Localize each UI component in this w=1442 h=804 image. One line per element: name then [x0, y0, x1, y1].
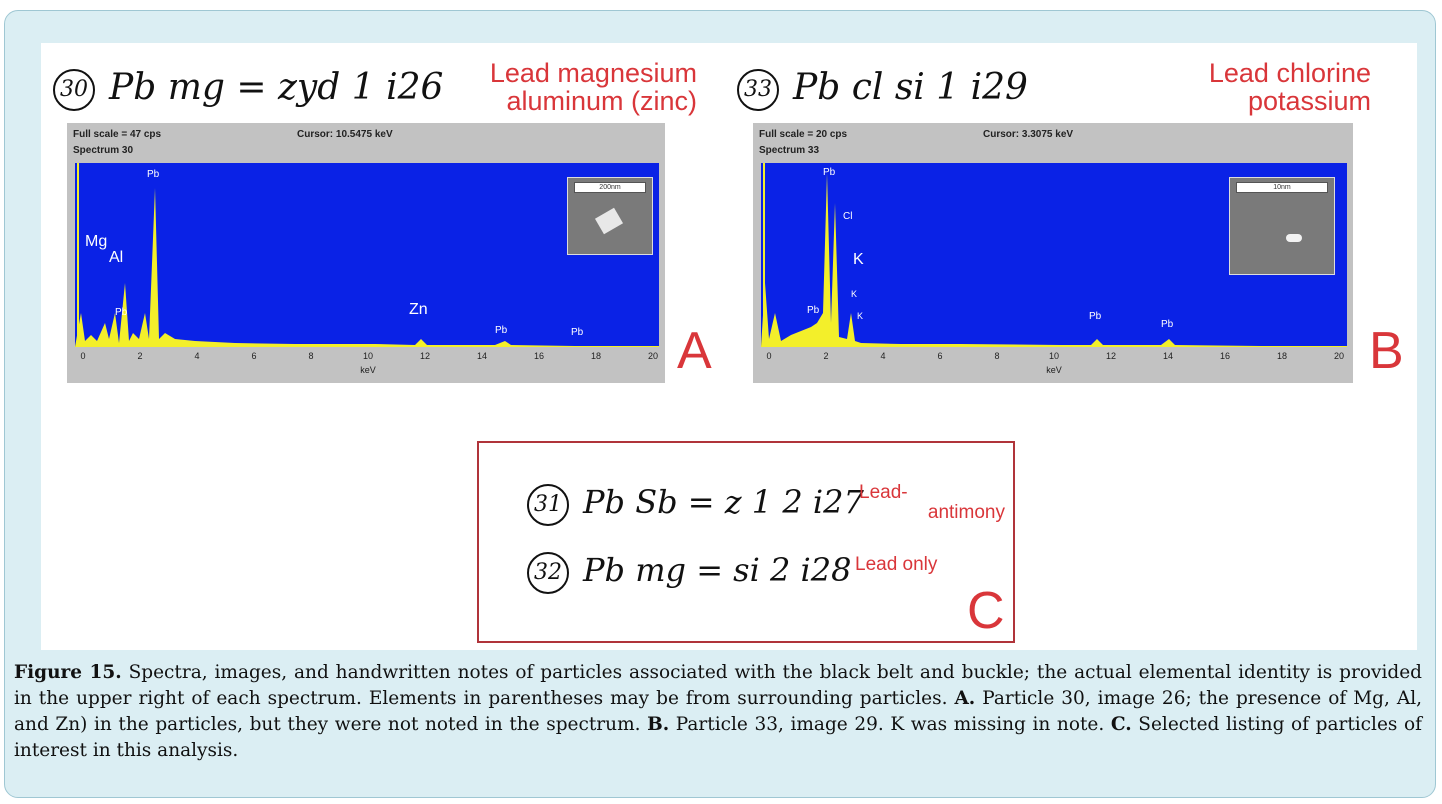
panel-c-row1-text: Pb Sb = z 1 2 i27	[583, 483, 864, 521]
panel-a-tick: 10	[362, 351, 374, 361]
panel-a-full-scale: Full scale = 47 cps	[73, 129, 162, 140]
panel-a-spectrum: Full scale = 47 cps Cursor: 10.5475 keV …	[67, 123, 665, 383]
figure-image: 30 Pb mg = zyd 1 i26 Lead magnesium alumi…	[41, 43, 1417, 650]
peak-label-zn: Zn	[409, 301, 428, 318]
panel-b-handwritten-note: 33 Pb cl si 1 i29	[737, 67, 1028, 111]
panel-b-note-text: Pb cl si 1 i29	[793, 67, 1028, 108]
panel-b-tick: 20	[1333, 351, 1345, 361]
peak-label-k-beta: K	[857, 311, 864, 321]
panel-a-handwritten-note: 30 Pb mg = zyd 1 i26	[53, 67, 443, 111]
panel-a-label-line2: aluminum (zinc)	[506, 86, 697, 117]
panel-a-xlabel: keV	[360, 365, 376, 375]
panel-a-tick: 4	[194, 351, 200, 361]
panel-c-row1-label: Lead- antimony	[859, 483, 1005, 523]
panel-a-tick: 0	[80, 351, 86, 361]
caption-text-a: Particle 30, image 26; the presence of M…	[14, 688, 1422, 735]
panel-a-tick: 18	[590, 351, 602, 361]
panel-b-tick: 14	[1162, 351, 1174, 361]
panel-b-tick: 2	[823, 351, 829, 361]
peak-label-k-alpha: K	[851, 289, 858, 299]
caption-text-b: Particle 33, image 29. K was missing in …	[669, 714, 1111, 735]
panel-a-plot: Mg Al Pb Pb Zn Pb Pb 200nm	[75, 163, 659, 347]
caption-figure-number: Figure 15.	[14, 662, 122, 683]
panel-a-tick: 12	[419, 351, 431, 361]
panel-c-row1-number: 31	[527, 483, 569, 526]
peak-label-pb-low: Pb	[807, 305, 820, 316]
peak-label-al: Al	[109, 249, 124, 266]
panel-b-particle-image: 10nm	[1229, 177, 1335, 275]
panel-c-row2-text: Pb mg = si 2 i28	[583, 551, 852, 589]
panel-c-row2-label: Lead only	[855, 554, 938, 575]
panel-a-spectrum-trace	[75, 163, 659, 347]
panel-b-tick: 0	[766, 351, 772, 361]
panel-a-label-line1: Lead magnesium	[489, 58, 697, 88]
panel-a-tick: 2	[137, 351, 143, 361]
panel-b-spectrum-trace	[761, 163, 1347, 347]
panel-b-tick: 8	[994, 351, 1000, 361]
panel-b-cursor: Cursor: 3.3075 keV	[983, 129, 1074, 140]
panel-a-tick: 20	[647, 351, 659, 361]
panel-b-xlabel: keV	[1046, 365, 1062, 375]
panel-c-row2-number: 32	[527, 551, 569, 594]
panel-a-tick: 6	[251, 351, 257, 361]
panel-b-tick: 12	[1105, 351, 1117, 361]
caption-label-b: B.	[647, 714, 670, 735]
panel-a-cursor: Cursor: 10.5475 keV	[297, 129, 393, 140]
caption-label-c: C.	[1110, 714, 1132, 735]
peak-label-mg: Mg	[85, 233, 108, 250]
panel-b-element-label: Lead chlorine potassium	[1101, 59, 1371, 116]
panel-b-tick: 10	[1048, 351, 1060, 361]
panel-c-row1-label-line1: Lead-	[859, 482, 908, 503]
panel-a-scale-bar: 200nm	[574, 182, 646, 193]
caption-label-a: A.	[954, 688, 976, 709]
panel-c-letter: C	[967, 582, 1005, 640]
panel-b-label-line1: Lead chlorine	[1208, 58, 1371, 88]
panel-a-letter: A	[677, 322, 712, 380]
panel-c-row1-label-line2: antimony	[927, 501, 1005, 523]
panel-b-scale-bar: 10nm	[1236, 182, 1328, 193]
panel-a-spectrum-id: Spectrum 30	[73, 145, 134, 156]
peak-label-pb-low: Pb	[115, 307, 128, 318]
panel-a-note-number: 30	[53, 69, 95, 111]
caption-text-c: Selected listing of particles of interes…	[14, 714, 1422, 761]
peak-label-pb-12: Pb	[1161, 319, 1174, 330]
panel-c-row1-note: 31 Pb Sb = z 1 2 i27	[527, 483, 864, 526]
panel-a-tick: 8	[308, 351, 314, 361]
panel-b-note-number: 33	[737, 69, 779, 111]
panel-a-tick: 14	[476, 351, 488, 361]
panel-b-spectrum: Full scale = 20 cps Cursor: 3.3075 keV S…	[753, 123, 1353, 383]
peak-label-pb-main: Pb	[147, 169, 160, 180]
panel-b-full-scale: Full scale = 20 cps	[759, 129, 848, 140]
figure-caption: Figure 15. Spectra, images, and handwrit…	[14, 660, 1422, 764]
panel-a-element-label: Lead magnesium aluminum (zinc)	[421, 59, 697, 116]
panel-b-tick: 4	[880, 351, 886, 361]
peak-label-pb-12: Pb	[571, 327, 584, 338]
peak-label-pb-main: Pb	[823, 167, 836, 178]
panel-b-letter: B	[1369, 322, 1404, 380]
peak-label-cl: Cl	[843, 211, 853, 222]
panel-c-row2-note: 32 Pb mg = si 2 i28	[527, 551, 851, 594]
panel-b-plot: Pb Cl K K K Pb Pb Pb 10nm	[761, 163, 1347, 347]
peak-label-pb-10: Pb	[1089, 311, 1102, 322]
panel-b-tick: 16	[1219, 351, 1231, 361]
peak-label-k: K	[853, 251, 864, 268]
panel-b-tick: 6	[937, 351, 943, 361]
panel-b-tick: 18	[1276, 351, 1288, 361]
caption-text-intro: Spectra, images, and handwritten notes o…	[14, 662, 1422, 709]
panel-a-tick: 16	[533, 351, 545, 361]
peak-label-pb-10: Pb	[495, 325, 508, 336]
panel-c-box: 31 Pb Sb = z 1 2 i27 Lead- antimony 32 Pb …	[477, 441, 1015, 643]
panel-a-note-text: Pb mg = zyd 1 i26	[109, 67, 444, 108]
panel-a-particle-image: 200nm	[567, 177, 653, 255]
panel-b-label-line2: potassium	[1247, 86, 1371, 117]
panel-b-spectrum-id: Spectrum 33	[759, 145, 820, 156]
